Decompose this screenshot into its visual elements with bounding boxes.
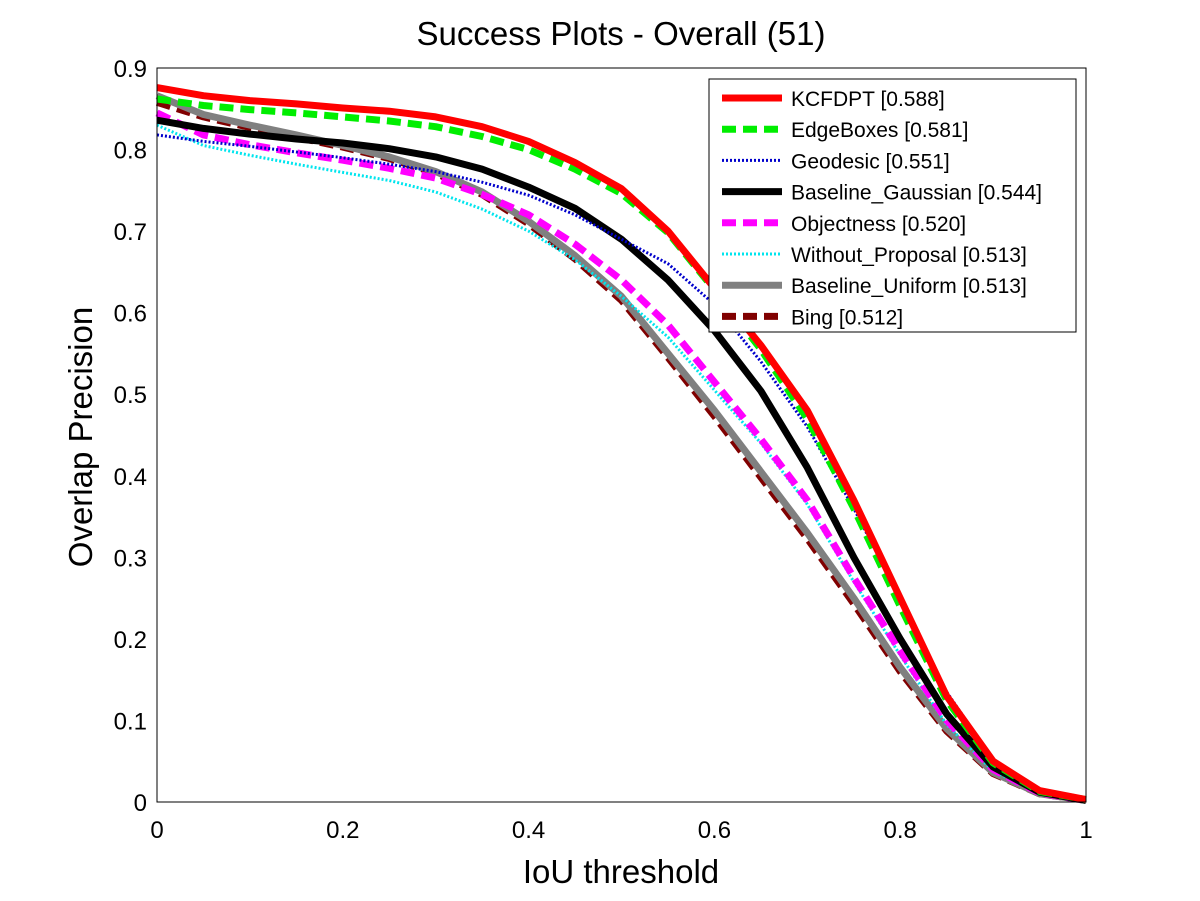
chart-title: Success Plots - Overall (51) bbox=[417, 15, 826, 52]
x-tick-label: 0.8 bbox=[884, 817, 917, 844]
y-tick-label: 0.7 bbox=[114, 219, 147, 246]
legend-label-5: Without_Proposal [0.513] bbox=[791, 244, 1027, 267]
x-tick-label: 0.4 bbox=[512, 817, 545, 844]
series-line-5 bbox=[156, 123, 1087, 802]
legend-label-7: Bing [0.512] bbox=[791, 306, 903, 329]
plot-frame bbox=[156, 67, 1087, 803]
legend-box bbox=[708, 78, 1077, 333]
legend-label-1: EdgeBoxes [0.581] bbox=[791, 119, 968, 142]
x-tick-label: 0 bbox=[150, 817, 163, 844]
y-tick-label: 0.1 bbox=[114, 708, 147, 735]
y-tick-label: 0.6 bbox=[114, 301, 147, 328]
y-axis-ticks: 0 0.1 0.2 0.3 0.4 0.5 0.6 0.7 0.8 0.9 bbox=[114, 56, 1086, 817]
y-tick-label: 0.4 bbox=[114, 464, 147, 491]
y-tick-label: 0.2 bbox=[114, 627, 147, 654]
y-tick-label: 0.9 bbox=[114, 56, 147, 83]
series-line-0 bbox=[156, 84, 1087, 804]
x-tick-label: 1 bbox=[1079, 817, 1092, 844]
y-tick-label: 0.5 bbox=[114, 382, 147, 409]
x-tick-label: 0.6 bbox=[698, 817, 731, 844]
series-lines bbox=[155, 84, 1087, 804]
legend-label-3: Baseline_Gaussian [0.544] bbox=[791, 182, 1042, 205]
legend: KCFDPT [0.588] EdgeBoxes [0.581] Geodesic … bbox=[708, 78, 1077, 333]
x-tick-label: 0.2 bbox=[326, 817, 359, 844]
legend-label-6: Baseline_Uniform [0.513] bbox=[791, 275, 1027, 298]
legend-label-4: Objectness [0.520] bbox=[791, 213, 966, 236]
y-axis-label: Overlap Precision bbox=[62, 307, 99, 567]
y-tick-label: 0.3 bbox=[114, 545, 147, 572]
legend-label-2: Geodesic [0.551] bbox=[791, 150, 950, 173]
y-tick-label: 0.8 bbox=[114, 138, 147, 165]
x-axis-label: IoU threshold bbox=[523, 853, 719, 890]
series-line-3 bbox=[156, 116, 1087, 804]
y-tick-label: 0 bbox=[134, 790, 147, 817]
legend-label-0: KCFDPT [0.588] bbox=[791, 88, 945, 111]
